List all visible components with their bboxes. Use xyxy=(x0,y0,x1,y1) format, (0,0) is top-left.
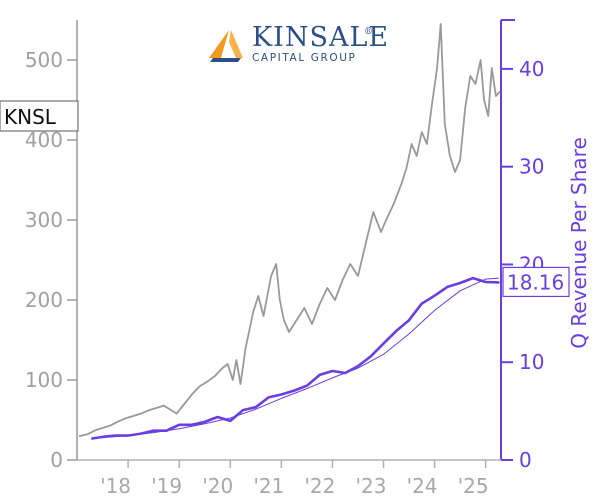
revenue-series-line xyxy=(91,276,500,440)
left-axis-tick-label: 200 xyxy=(25,288,63,312)
last-value-tag-box xyxy=(502,266,570,298)
ticker-tag-label: KNSL xyxy=(4,105,57,129)
tags-layer: KNSL 18.16 xyxy=(0,100,570,298)
x-axis-tick-label: '23 xyxy=(356,474,387,498)
left-axis-tick-label: 100 xyxy=(25,368,63,392)
series-layer xyxy=(78,23,501,440)
left-axis-tick-label: 400 xyxy=(25,128,63,152)
x-axis-tick-label: '22 xyxy=(304,474,335,498)
x-axis-tick-label: '19 xyxy=(151,474,182,498)
right-axis-tick-label: 30 xyxy=(519,155,544,179)
ticker-tag: KNSL xyxy=(0,100,79,132)
right-axis-tick-label: 40 xyxy=(519,57,544,81)
ticker-tag-box xyxy=(0,100,79,132)
last-value-tag-label: 18.16 xyxy=(507,270,564,294)
x-axis-tick-label: '20 xyxy=(202,474,233,498)
right-axis-tick-label: 10 xyxy=(519,350,544,374)
left-axis-tick-label: 500 xyxy=(25,48,63,72)
logo-registered-mark: ® xyxy=(364,27,374,37)
left-axis-tick-label: 300 xyxy=(25,208,63,232)
right-axis-tick-label: 0 xyxy=(519,448,532,472)
left-axis-tick-label: 0 xyxy=(50,448,63,472)
company-logo: KINSALE ® CAPITAL GROUP xyxy=(209,22,389,64)
revenue-trend-line xyxy=(91,277,499,439)
kinsale-emblem-icon xyxy=(209,30,243,62)
last-value-tag: 18.16 xyxy=(502,266,570,298)
x-axis-tick-label: '25 xyxy=(458,474,489,498)
x-axis-tick-label: '18 xyxy=(100,474,131,498)
x-axis-tick-label: '24 xyxy=(407,474,438,498)
right-axis-title: Q Revenue Per Share xyxy=(567,137,591,349)
logo-wordmark: KINSALE xyxy=(252,22,389,53)
logo-tagline: CAPITAL GROUP xyxy=(252,52,356,64)
x-axis-tick-label: '21 xyxy=(253,474,284,498)
price-series-line xyxy=(78,23,501,437)
